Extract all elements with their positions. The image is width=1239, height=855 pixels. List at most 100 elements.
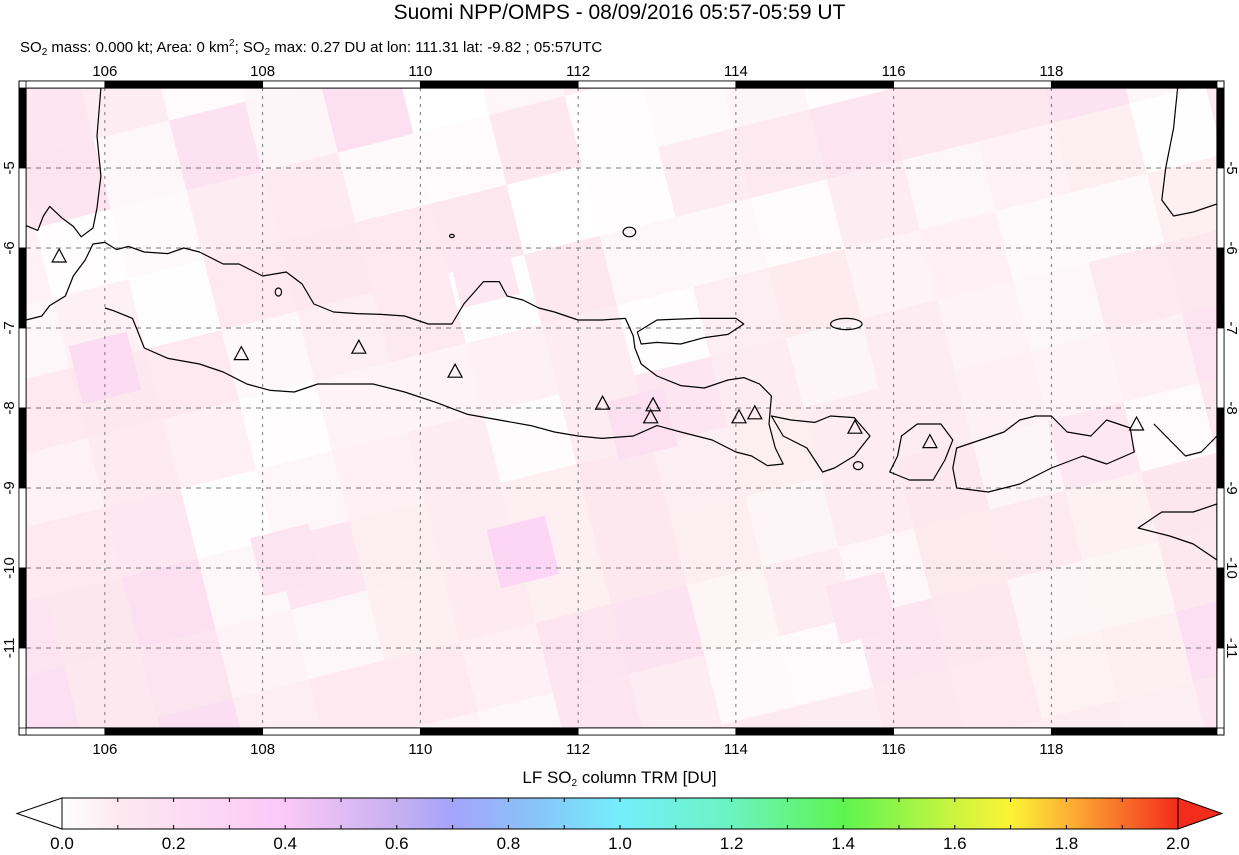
so2-pixel	[820, 458, 916, 549]
so2-pixel	[902, 141, 997, 232]
subtitle-subscript: 2	[264, 47, 271, 58]
so2-pixel	[87, 418, 182, 509]
so2-pixel	[885, 88, 980, 162]
so2-pixel	[413, 114, 508, 205]
colorbar-label-text: LF SO	[522, 768, 572, 787]
so2-pixel	[407, 413, 502, 503]
so2-pixel	[1181, 294, 1217, 385]
so2-pixel	[785, 318, 881, 409]
colorbar-over-arrow	[1177, 797, 1224, 830]
volcano-triangle-icon	[921, 433, 938, 449]
colorbar-tick-label: 1.2	[719, 834, 744, 853]
so2-pixel	[459, 622, 555, 713]
so2-pixel	[169, 101, 264, 192]
so2-pixel	[1071, 173, 1166, 264]
x-tick-label: 112	[566, 63, 590, 80]
so2-pixel	[26, 139, 113, 230]
so2-pixel	[989, 490, 1084, 581]
y-tick-label-right: -6	[1223, 241, 1239, 254]
so2-pixel	[541, 305, 636, 396]
subtitle-text: ; SO	[234, 39, 265, 56]
so2-pixel	[1123, 382, 1217, 473]
so2-pixel	[617, 286, 712, 377]
so2-pixel	[465, 324, 561, 415]
so2-pixel	[535, 603, 630, 694]
colorbar-tick-label: 0.0	[50, 834, 74, 853]
so2-pixel	[210, 0, 304, 33]
so2-pixel	[937, 280, 1032, 371]
so2-pixel	[26, 88, 95, 160]
so2-pixel	[1041, 700, 1137, 728]
x-tick-label: 110	[408, 63, 432, 80]
chart-title: Suomi NPP/OMPS - 08/09/2016 05:57-05:59 …	[393, 1, 846, 24]
so2-pixel	[26, 596, 66, 687]
y-tick-label-right: -9	[1223, 481, 1239, 494]
coast-sulawesi	[1161, 88, 1217, 217]
so2-pixel	[926, 0, 1020, 3]
so2-pixel	[943, 0, 1037, 73]
coast-komodo	[1153, 423, 1217, 457]
x-tick-label: 116	[882, 741, 906, 758]
colorbar-tick-label: 2.0	[1166, 834, 1190, 853]
coast-madura	[636, 317, 745, 345]
so2-pixel	[232, 679, 328, 728]
so2-pixel	[390, 343, 485, 434]
so2-pixel	[716, 88, 811, 130]
so2-pixel	[186, 171, 281, 262]
so2-pixel	[384, 641, 479, 728]
so2-pixel	[1234, 504, 1239, 594]
so2-pixel	[692, 267, 788, 358]
so2-pixel	[279, 222, 374, 313]
so2-pixel	[1095, 0, 1189, 35]
so2-pixel	[919, 211, 1015, 302]
so2-pixel	[180, 469, 275, 560]
so2-pixel	[128, 260, 223, 350]
so2-pixel	[320, 88, 415, 154]
so2-pixel	[355, 203, 450, 294]
so2-pixel-high	[249, 523, 323, 597]
so2-pixel	[337, 133, 433, 224]
volcano-triangle-icon	[642, 408, 659, 424]
so2-pixel	[163, 399, 258, 490]
so2-pixel	[139, 628, 234, 719]
so2-pixel	[1170, 0, 1239, 16]
so2-pixel	[477, 692, 572, 728]
volcano-triangle-icon	[233, 345, 250, 361]
so2-pixel	[576, 445, 671, 536]
so2-pixel	[948, 649, 1044, 728]
so2-pixel	[751, 178, 846, 269]
so2-pixel	[809, 90, 904, 181]
so2-pixel	[1082, 541, 1177, 632]
subtitle-text: SO	[20, 39, 42, 56]
subtitle-text: mass: 0.000 kt; Area: 0 km	[47, 39, 229, 56]
so2-pixel-high	[825, 571, 899, 645]
so2-pixel	[26, 297, 72, 388]
y-tick-label-left: -8	[1, 401, 18, 414]
so2-pixel	[960, 88, 1056, 143]
so2-pixel	[0, 685, 7, 775]
coast-sumba	[1137, 503, 1217, 561]
so2-pixel	[524, 235, 619, 326]
so2-pixel	[873, 667, 968, 728]
so2-pixel	[26, 665, 83, 728]
so2-pixel	[651, 426, 747, 517]
subtitle-subscript: 2	[41, 47, 48, 58]
so2-pixel	[46, 577, 141, 668]
so2-pixel	[151, 88, 246, 122]
colorbar-label: LF SO2 column TRM [DU]	[0, 768, 1239, 789]
so2-pixel	[797, 686, 892, 728]
y-tick-label-right: -7	[1223, 321, 1239, 334]
so2-pixel	[1012, 262, 1108, 352]
so2-pixel	[896, 439, 991, 530]
so2-pixel	[593, 514, 689, 605]
coast-sumatra	[26, 88, 102, 238]
y-axis-labels: -5 -5 -6 -6 -7 -7 -8 -8 -9 -9 -10 -10 -11 -11	[1, 161, 1239, 658]
so2-pixel	[710, 337, 805, 428]
coast-nusa-penida	[852, 461, 864, 471]
so2-pixel	[110, 190, 206, 281]
x-tick-label: 108	[250, 63, 275, 80]
so2-pixel	[63, 647, 159, 728]
so2-pixel	[104, 488, 200, 579]
so2-pixel	[826, 160, 922, 251]
